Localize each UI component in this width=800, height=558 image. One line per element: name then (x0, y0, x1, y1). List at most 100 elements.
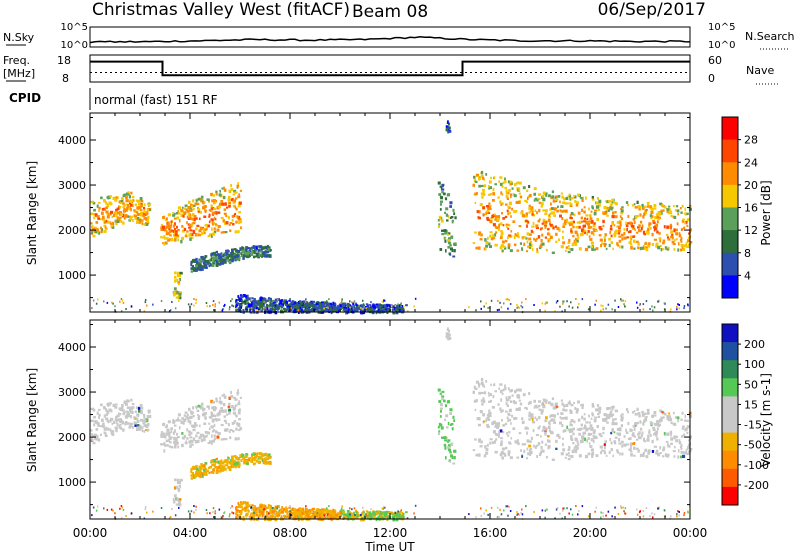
power-speckle (263, 301, 265, 303)
velocity-cell (383, 511, 386, 514)
velocity-cell (632, 411, 634, 413)
power-cell (174, 279, 176, 282)
velocity-cell (110, 418, 113, 421)
velocity-cell (105, 413, 108, 416)
velocity-cell (445, 404, 447, 407)
velocity-speckle (507, 515, 509, 517)
power-cell (484, 184, 486, 187)
power-cell (217, 229, 220, 232)
velocity-cell (602, 432, 604, 434)
velocity-cell (653, 433, 656, 435)
power-cell (479, 210, 481, 213)
velocity-cell (130, 423, 133, 426)
power-cell (235, 221, 237, 224)
power-cell (623, 232, 625, 235)
power-cell (592, 196, 594, 199)
power-cell (550, 224, 553, 226)
velocity-cell (173, 437, 175, 441)
velocity-cell (678, 449, 680, 452)
power-cell (568, 239, 570, 242)
power-cell (520, 211, 523, 214)
power-speckle (326, 300, 328, 302)
power-cell (258, 249, 261, 251)
power-cell (194, 259, 196, 261)
power-cell (232, 260, 234, 263)
velocity-speckle (195, 506, 197, 508)
nsearch-tick-top: 10^5 (708, 22, 735, 33)
power-cell (203, 262, 206, 264)
power-cell (259, 253, 261, 256)
power-cell (137, 217, 140, 219)
velocity-cell (508, 454, 510, 457)
velocity-cell (102, 423, 105, 426)
power-cell (184, 228, 186, 231)
power-speckle (107, 302, 109, 304)
power-speckle (112, 303, 114, 305)
power-cell (553, 199, 555, 202)
power-speckle (636, 302, 638, 304)
power-cell (188, 206, 190, 209)
power-speckle (566, 300, 568, 302)
velocity-cell (481, 378, 483, 382)
power-cell (588, 208, 590, 211)
velocity-cell (163, 449, 165, 453)
power-cell (450, 236, 453, 239)
power-cell (174, 218, 177, 220)
power-cell (383, 304, 386, 307)
power-cell (519, 193, 521, 195)
power-speckle (670, 308, 672, 310)
velocity-cell (185, 442, 188, 444)
velocity-cell (617, 428, 620, 431)
power-speckle (475, 309, 477, 311)
power-cell (181, 225, 183, 228)
velocity-speckle (97, 506, 99, 508)
velocity-cell (194, 422, 197, 425)
velocity-cell (208, 423, 210, 425)
velocity-cell (639, 420, 641, 423)
velocity-cell (234, 463, 236, 466)
velocity-cell (270, 515, 272, 518)
power-cell (96, 221, 99, 224)
velocity-speckle (413, 512, 415, 514)
power-cell (250, 303, 253, 306)
power-cell (555, 233, 558, 236)
velocity-cell (174, 445, 176, 448)
velocity-cell (179, 485, 181, 488)
velocity-cell (597, 425, 600, 428)
power-cell (624, 228, 626, 231)
velocity-cell (657, 423, 660, 426)
power-cell (600, 244, 602, 247)
power-cell (574, 200, 576, 203)
velocity-speckle (93, 507, 95, 509)
freq-unit-label: [MHz] (3, 67, 35, 80)
velocity-cell (144, 430, 146, 433)
velocity-cell (518, 395, 520, 398)
power-ytick-label-2000: 2000 (58, 224, 86, 237)
power-cell (125, 199, 128, 202)
power-cell (504, 180, 506, 183)
power-cell (107, 215, 110, 218)
power-speckle (251, 307, 253, 309)
velocity-cell (494, 390, 497, 392)
velocity-cell (490, 384, 492, 386)
power-speckle (643, 303, 645, 305)
velocity-cell (657, 453, 660, 456)
power-cell (236, 208, 238, 211)
velocity-cell (440, 408, 443, 410)
power-cell (503, 182, 505, 185)
power-speckle (214, 305, 216, 307)
power-cell (229, 229, 231, 232)
power-cell (495, 244, 498, 247)
power-cell (554, 211, 556, 214)
velocity-cell (500, 390, 503, 393)
velocity-cell (440, 393, 442, 395)
power-cell (533, 222, 535, 225)
power-cell (642, 204, 644, 207)
power-cell (680, 239, 682, 242)
power-cell (589, 215, 591, 217)
power-cell (452, 256, 455, 258)
power-speckle (206, 305, 208, 307)
velocity-cell (611, 448, 613, 451)
power-speckle (525, 298, 527, 300)
power-cell (595, 230, 598, 232)
